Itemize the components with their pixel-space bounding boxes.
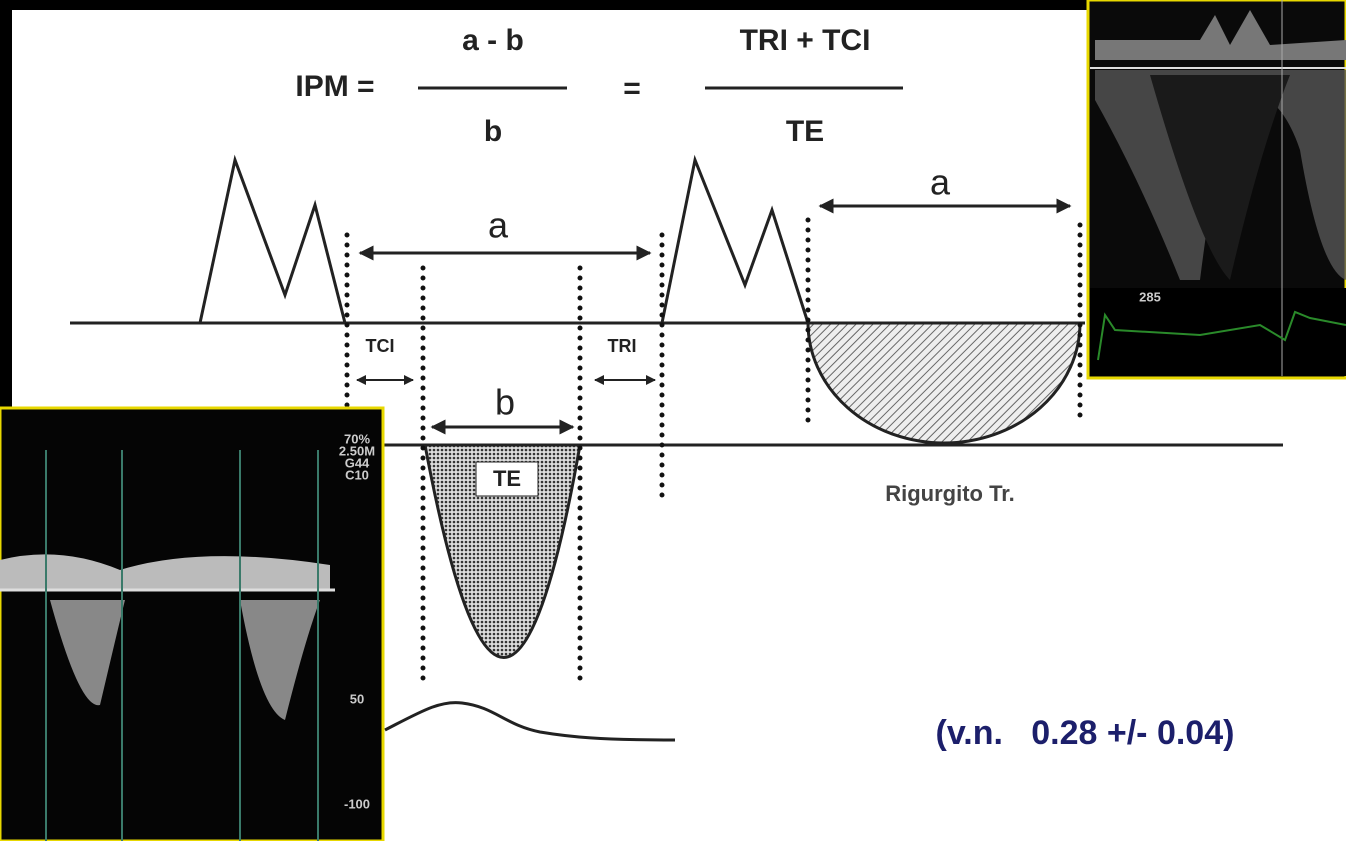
formula-lhs: IPM = — [295, 70, 374, 103]
formula-equals: = — [623, 72, 641, 105]
interval-label: a — [488, 205, 509, 246]
interval-label: b — [495, 382, 515, 423]
echo-image-right — [1088, 0, 1346, 378]
inflow-wave — [200, 160, 345, 323]
interval-label: a — [930, 162, 951, 203]
tri-label: TRI — [608, 336, 637, 356]
echo-setting: C10 — [345, 467, 369, 482]
echo-image-left — [0, 408, 383, 841]
echo-readout: 285 — [1139, 289, 1161, 304]
slide: IPM = a - b b = TRI + TCI TE TE a a TCI … — [0, 0, 1346, 841]
echo-scale: -100 — [344, 796, 370, 811]
normal-value: (v.n. 0.28 +/- 0.04) — [936, 714, 1235, 752]
formula-denominator: b — [484, 115, 502, 148]
regurgitation-label: Rigurgito Tr. — [885, 481, 1015, 506]
formula-numerator: TRI + TCI — [740, 24, 871, 57]
formula-numerator: a - b — [462, 24, 524, 57]
inflow-wave — [662, 160, 808, 323]
regurgitation-wave — [808, 323, 1080, 443]
left-border — [0, 0, 12, 410]
ecg-trace — [385, 703, 675, 740]
te-label: TE — [493, 466, 521, 491]
tci-label: TCI — [366, 336, 395, 356]
formula-denominator: TE — [786, 115, 824, 148]
echo-scale: 50 — [350, 691, 364, 706]
